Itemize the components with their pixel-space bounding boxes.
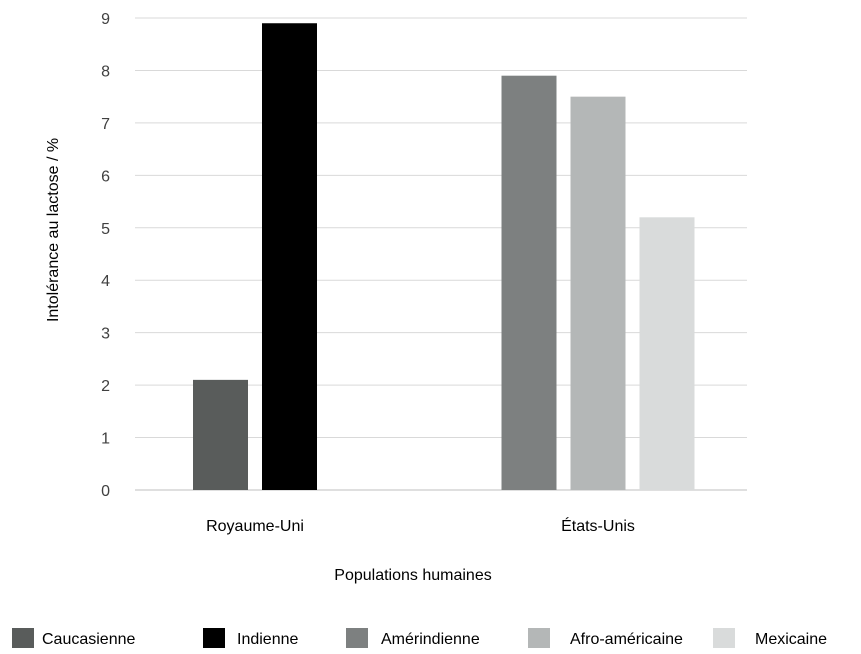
bar-afro-am-ricaine-1 — [570, 96, 626, 491]
y-tick-label-7: 7 — [101, 116, 110, 133]
y-tick-label-3: 3 — [101, 326, 110, 343]
x-category-label-0: Royaume-Uni — [206, 518, 304, 535]
legend-swatch-2 — [346, 628, 368, 648]
x-axis-categories: Royaume-Uni États-Unis — [206, 516, 635, 535]
bars — [193, 23, 695, 491]
legend-label-4: Mexicaine — [755, 631, 827, 648]
y-axis-ticks: 0 1 2 3 4 5 6 7 8 9 — [101, 11, 110, 500]
legend-swatch-1 — [203, 628, 225, 648]
bar-am-rindienne-1 — [501, 75, 557, 490]
y-tick-label-1: 1 — [101, 431, 110, 448]
legend-label-2: Amérindienne — [381, 631, 480, 648]
y-tick-label-8: 8 — [101, 63, 110, 80]
legend-label-3: Afro-américaine — [570, 631, 683, 648]
bar-caucasienne-0 — [193, 379, 248, 490]
y-tick-label-2: 2 — [101, 378, 110, 395]
legend-label-1: Indienne — [237, 631, 298, 648]
y-axis-title: Intolérance au lactose / % — [45, 138, 62, 322]
legend-swatch-3 — [528, 628, 550, 648]
x-category-label-1: États-Unis — [561, 516, 635, 535]
bar-indienne-0 — [262, 23, 317, 490]
x-axis-title: Populations humaines — [334, 567, 491, 584]
legend-swatch-0 — [12, 628, 34, 648]
legend-swatch-4 — [713, 628, 735, 648]
bar-mexicaine-1 — [639, 217, 695, 491]
legend: Caucasienne Indienne Amérindienne Afro-amér… — [12, 628, 827, 648]
y-tick-label-4: 4 — [101, 273, 110, 290]
legend-label-0: Caucasienne — [42, 631, 136, 648]
y-tick-label-6: 6 — [101, 168, 110, 185]
y-tick-label-5: 5 — [101, 221, 110, 238]
y-tick-label-0: 0 — [101, 483, 110, 500]
y-tick-label-9: 9 — [101, 11, 110, 28]
